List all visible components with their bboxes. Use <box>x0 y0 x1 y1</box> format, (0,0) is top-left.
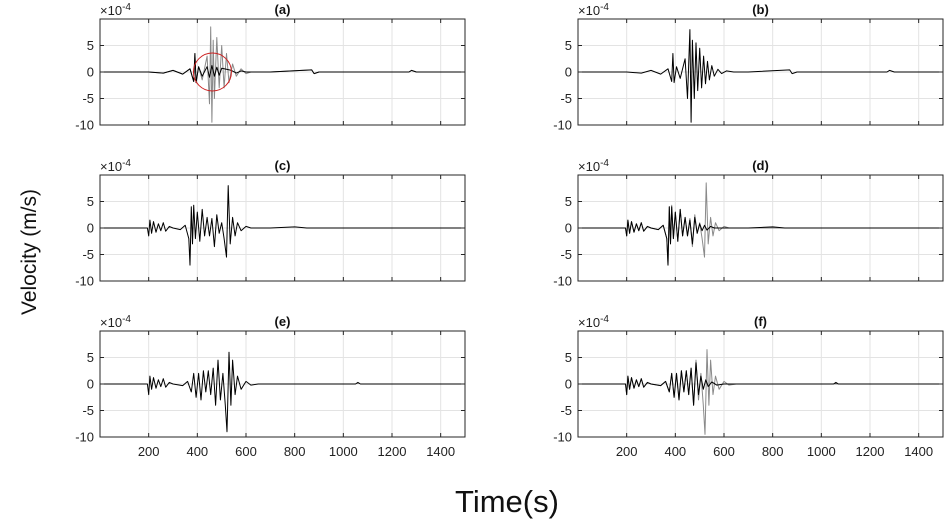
x-tick-label: 1200 <box>856 444 885 459</box>
figure-y-axis-label: Velocity (m/s) <box>18 188 41 316</box>
figure-x-axis-label: Time(s) <box>455 484 559 519</box>
y-tick-label: -5 <box>560 247 572 262</box>
x-tick-label: 800 <box>762 444 784 459</box>
y-tick-label: -10 <box>75 118 94 133</box>
y-tick-label: -5 <box>560 91 572 106</box>
y-tick-label: -5 <box>82 247 94 262</box>
y-tick-label: -5 <box>82 403 94 418</box>
chart-title: (c) <box>275 158 291 173</box>
x-tick-label: 1400 <box>426 444 455 459</box>
series-line-primary <box>100 185 465 266</box>
y-tick-label: -10 <box>75 274 94 289</box>
chart-panel-2: 5 0 -5 -10 ×10-4 (b) <box>553 2 944 133</box>
y-tick-label: 5 <box>565 194 572 209</box>
x-tick-label: 1000 <box>329 444 358 459</box>
series-line-primary <box>578 206 943 266</box>
y-tick-label: -10 <box>553 274 572 289</box>
y-tick-label: -5 <box>560 403 572 418</box>
chart-panel-3: 5 0 -5 -10 ×10-4 (c) <box>75 158 466 289</box>
y-exponent-label: ×10-4 <box>578 314 609 330</box>
chart-title: (a) <box>275 2 291 17</box>
chart-title: (b) <box>752 2 769 17</box>
x-tick-label: 200 <box>616 444 638 459</box>
x-tick-label: 800 <box>284 444 306 459</box>
chart-title: (d) <box>752 158 769 173</box>
chart-panel-4: 5 0 -5 -10 ×10-4 (d) <box>553 158 944 289</box>
y-tick-label: 5 <box>87 350 94 365</box>
y-tick-label: -10 <box>553 118 572 133</box>
chart-title: (f) <box>754 314 767 329</box>
x-tick-label: 1400 <box>904 444 933 459</box>
series-line-secondary <box>100 26 465 123</box>
x-tick-label: 600 <box>713 444 735 459</box>
highlight-circle <box>192 52 232 92</box>
y-exponent-label: ×10-4 <box>578 158 609 174</box>
chart-title: (e) <box>275 314 291 329</box>
y-exponent-label: ×10-4 <box>578 2 609 18</box>
y-exponent-label: ×10-4 <box>100 314 131 330</box>
y-tick-label: 0 <box>87 221 94 236</box>
series-line-primary <box>578 362 943 406</box>
series-line-secondary <box>578 182 943 266</box>
y-tick-label: -5 <box>82 91 94 106</box>
x-tick-label: 400 <box>664 444 686 459</box>
x-tick-label: 1000 <box>807 444 836 459</box>
y-tick-label: 0 <box>565 377 572 392</box>
y-tick-label: 5 <box>87 38 94 53</box>
series-line-secondary <box>578 349 943 435</box>
y-tick-label: 5 <box>565 38 572 53</box>
y-tick-label: 0 <box>87 377 94 392</box>
series-line-primary <box>578 29 943 123</box>
x-tick-label: 200 <box>138 444 160 459</box>
series-line-primary <box>100 53 465 84</box>
x-tick-label: 400 <box>186 444 208 459</box>
y-tick-label: 5 <box>565 350 572 365</box>
y-tick-label: 0 <box>565 65 572 80</box>
chart-panel-6: 200 400 600 800 1000 1200 1400 5 0 -5 -10 ×10-4 (f) <box>553 314 944 459</box>
chart-panel-5: 200 400 600 800 1000 1200 1400 5 0 -5 -10 ×10-4 (e) <box>75 314 466 459</box>
x-tick-label: 600 <box>235 444 257 459</box>
y-tick-label: 0 <box>87 65 94 80</box>
y-tick-label: 5 <box>87 194 94 209</box>
series-line-primary <box>100 351 465 433</box>
y-tick-label: -10 <box>75 430 94 445</box>
y-tick-label: -10 <box>553 430 572 445</box>
y-tick-label: 0 <box>565 221 572 236</box>
y-exponent-label: ×10-4 <box>100 2 131 18</box>
y-exponent-label: ×10-4 <box>100 158 131 174</box>
x-tick-label: 1200 <box>378 444 407 459</box>
chart-panel-1: 5 0 -5 -10 ×10-4 (a) <box>75 2 466 133</box>
